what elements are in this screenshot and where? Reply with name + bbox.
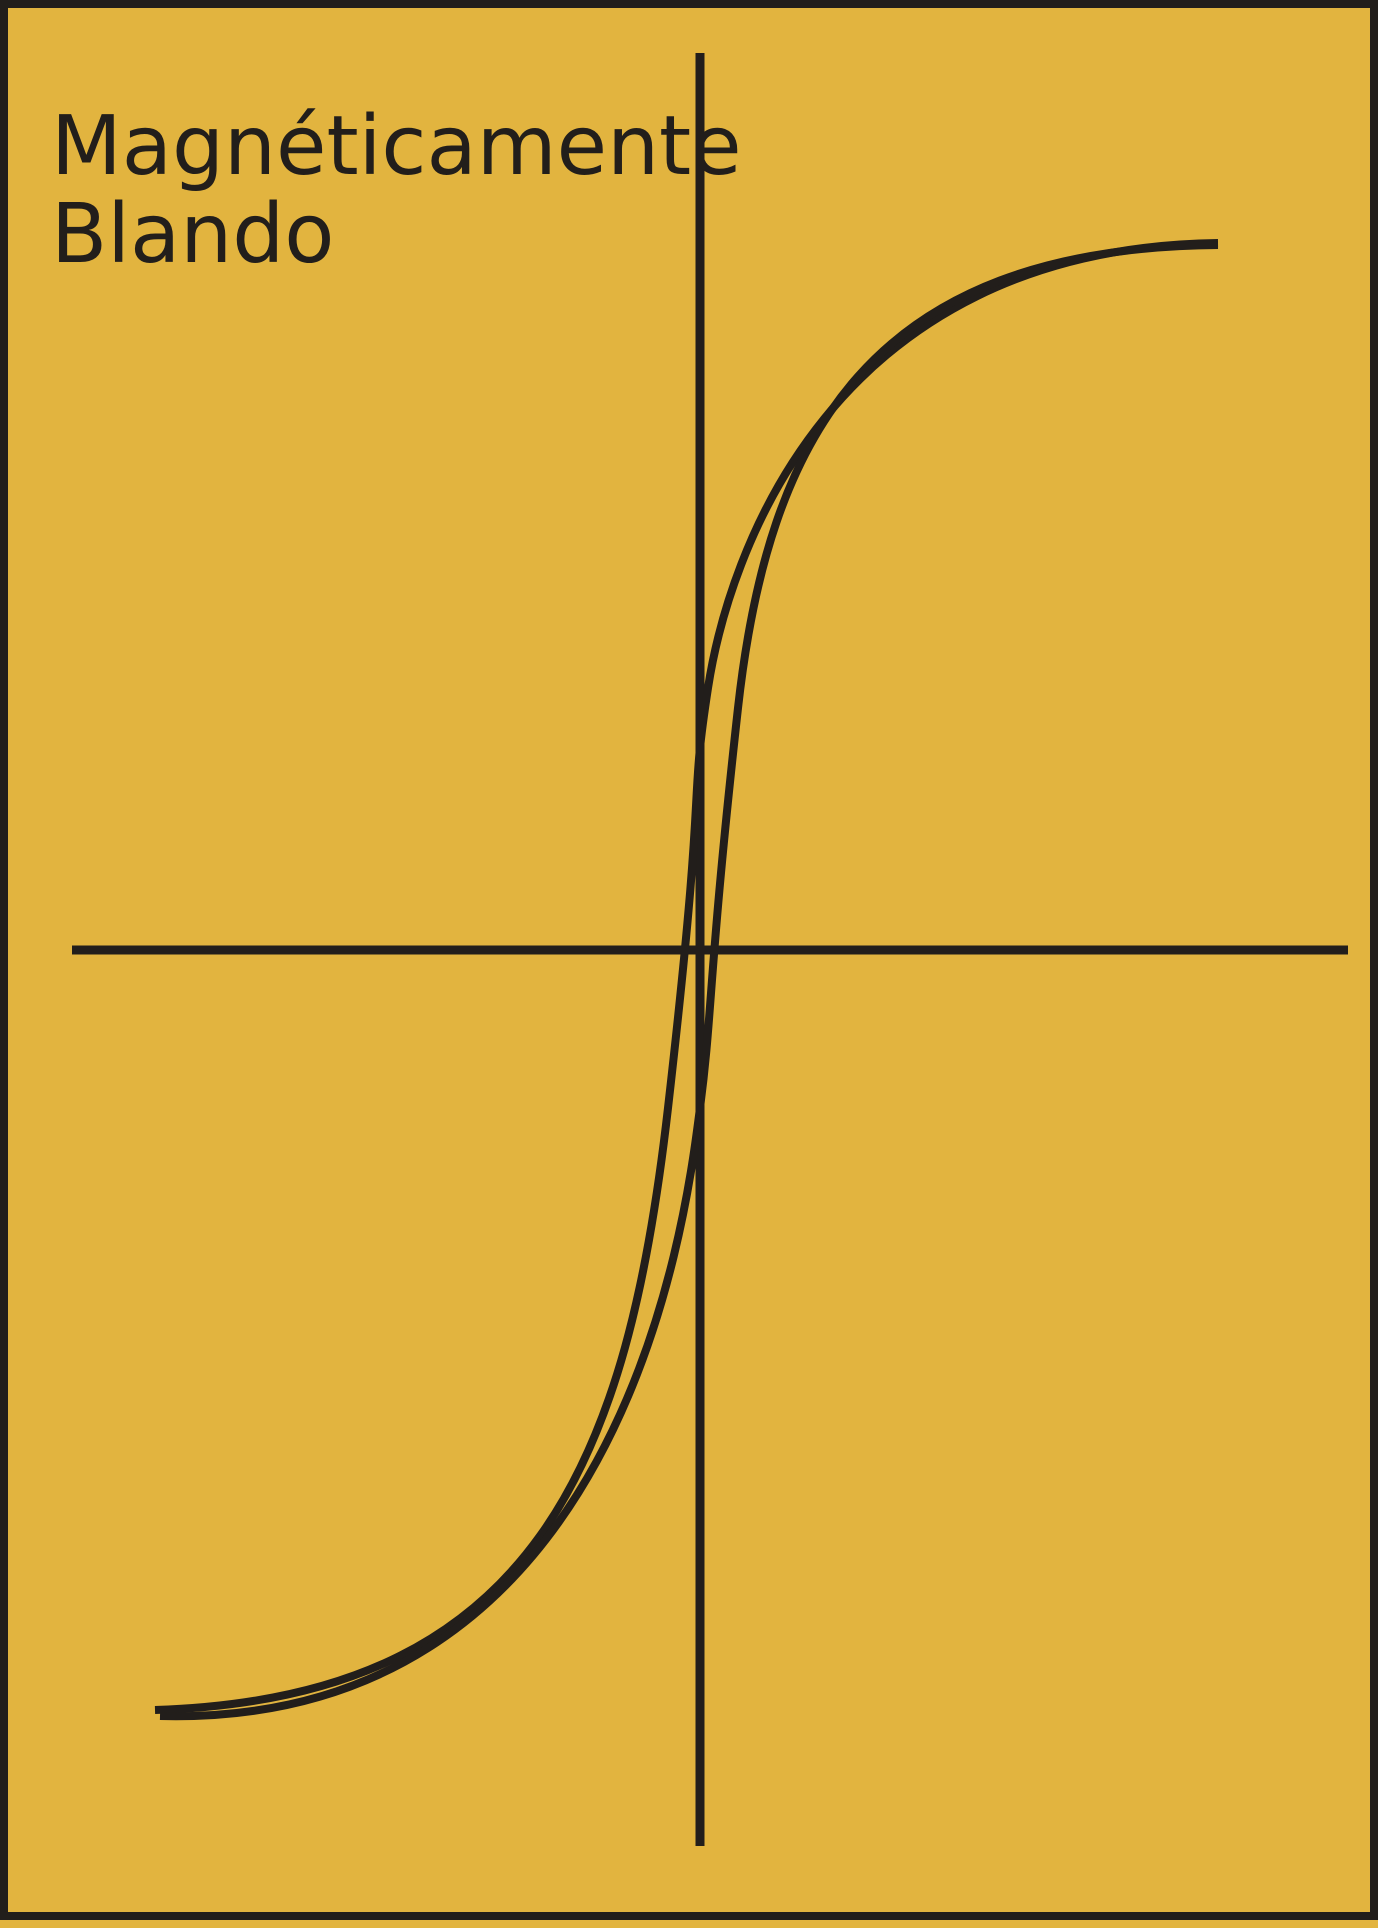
diagram-title: Magnéticamente Blando — [51, 103, 742, 279]
title-line-1: Magnéticamente — [51, 99, 742, 194]
hysteresis-right-branch — [159, 241, 1219, 1721]
hysteresis-left-branch — [154, 239, 1219, 1714]
hysteresis-diagram — [72, 53, 1348, 1846]
title-line-2: Blando — [51, 187, 335, 282]
